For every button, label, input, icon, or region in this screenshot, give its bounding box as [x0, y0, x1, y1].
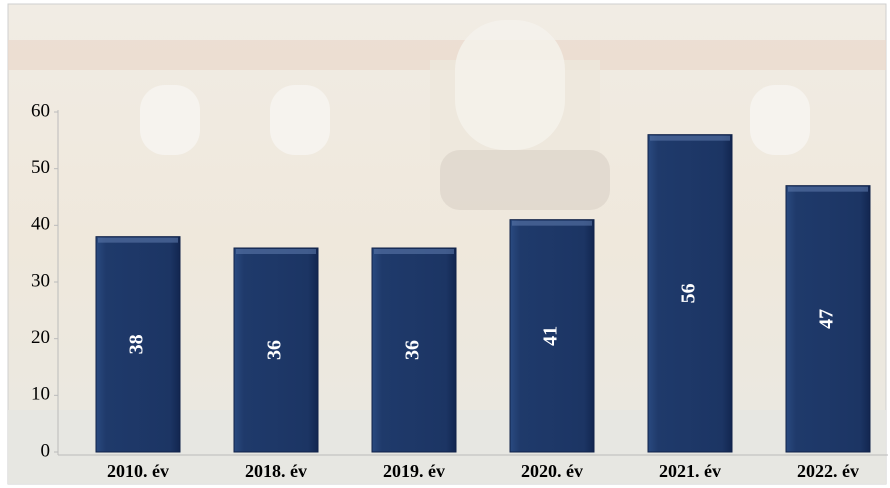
y-tick-label: 20 — [31, 327, 50, 348]
y-tick-label: 40 — [31, 214, 50, 235]
value-label: 47 — [816, 309, 838, 329]
x-tick-label: 2022. év — [797, 461, 859, 481]
x-tick-label: 2019. év — [383, 461, 445, 481]
y-tick-label: 50 — [31, 157, 50, 178]
x-tick-label: 2021. év — [659, 461, 721, 481]
bar-bevel — [788, 187, 868, 192]
value-label: 36 — [402, 340, 424, 360]
x-tick-label: 2010. év — [107, 461, 169, 481]
value-label: 36 — [264, 340, 286, 360]
y-tick-label: 0 — [41, 440, 51, 461]
bar-bevel — [98, 238, 178, 243]
y-tick-label: 60 — [31, 100, 50, 121]
bar-bevel — [512, 221, 592, 226]
y-tick-label: 30 — [31, 270, 50, 291]
x-tick-label: 2018. év — [245, 461, 307, 481]
chart: 0 10 20 30 40 50 60 38 2010. év 36 2018. év 36 2019.… — [0, 0, 890, 488]
bar-bevel — [374, 249, 454, 254]
x-tick-label: 2020. év — [521, 461, 583, 481]
value-label: 41 — [540, 326, 562, 346]
bar-bevel — [650, 136, 730, 141]
bar-bevel — [236, 249, 316, 254]
value-label: 56 — [678, 283, 700, 303]
value-label: 38 — [126, 334, 148, 354]
y-tick-label: 10 — [31, 384, 50, 405]
